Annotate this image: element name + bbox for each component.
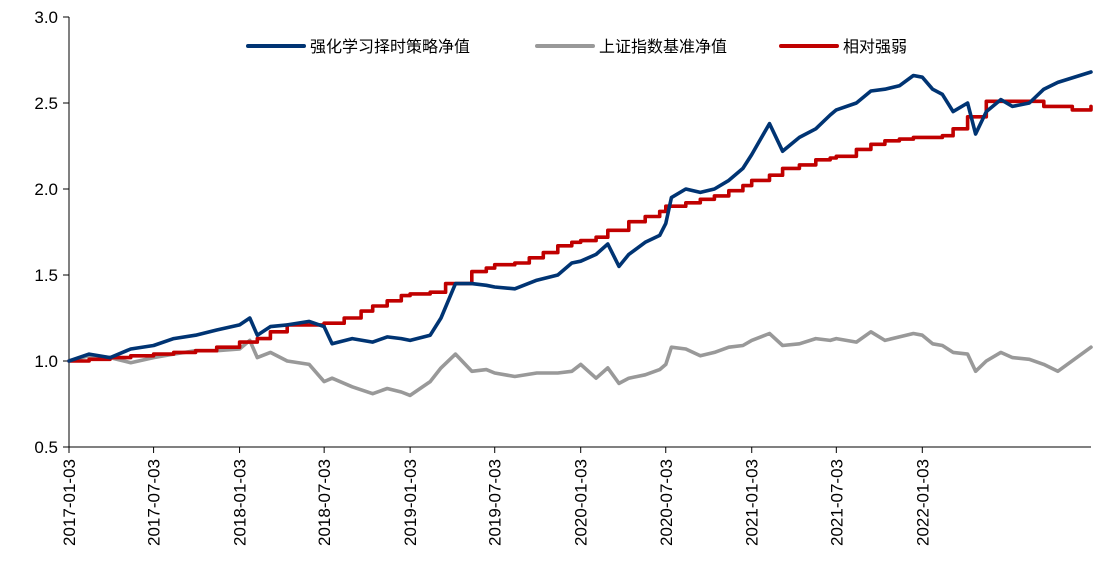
series-line-1 <box>67 330 1093 398</box>
y-axis: 0.5 1.0 1.5 2.0 2.5 3.0 <box>34 8 70 457</box>
x-tick-label: 2022-01-03 <box>913 459 932 546</box>
x-tick-label: 2017-07-03 <box>145 459 164 546</box>
y-tick-label: 2.0 <box>34 180 58 199</box>
y-tick-label: 2.5 <box>34 94 58 113</box>
x-tick-label: 2021-07-03 <box>827 459 846 546</box>
x-tick-label: 2018-01-03 <box>231 459 250 546</box>
legend-label-0: 强化学习择时策略净值 <box>310 37 470 56</box>
y-tick-label: 1.0 <box>34 352 58 371</box>
x-tick-label: 2018-07-03 <box>315 459 334 546</box>
series-line-2 <box>67 99 1093 363</box>
y-tick-label: 0.5 <box>34 438 58 457</box>
y-tick-label: 1.5 <box>34 266 58 285</box>
x-tick-label: 2021-01-03 <box>743 459 762 546</box>
x-tick-label: 2020-01-03 <box>572 459 591 546</box>
legend-label-2: 相对强弱 <box>843 37 907 56</box>
series-line-0 <box>67 70 1093 363</box>
x-tick-label: 2019-01-03 <box>401 459 420 546</box>
legend-label-1: 上证指数基准净值 <box>599 37 727 56</box>
series-layer <box>67 70 1093 398</box>
legend: 强化学习择时策略净值 上证指数基准净值 相对强弱 <box>246 37 907 56</box>
x-tick-label: 2019-07-03 <box>486 459 505 546</box>
x-axis: 2017-01-03 2017-07-03 2018-01-03 2018-07-03… <box>60 446 1091 546</box>
x-tick-label: 2017-01-03 <box>60 459 79 546</box>
y-tick-label: 3.0 <box>34 8 58 27</box>
x-tick-label: 2020-07-03 <box>657 459 676 546</box>
